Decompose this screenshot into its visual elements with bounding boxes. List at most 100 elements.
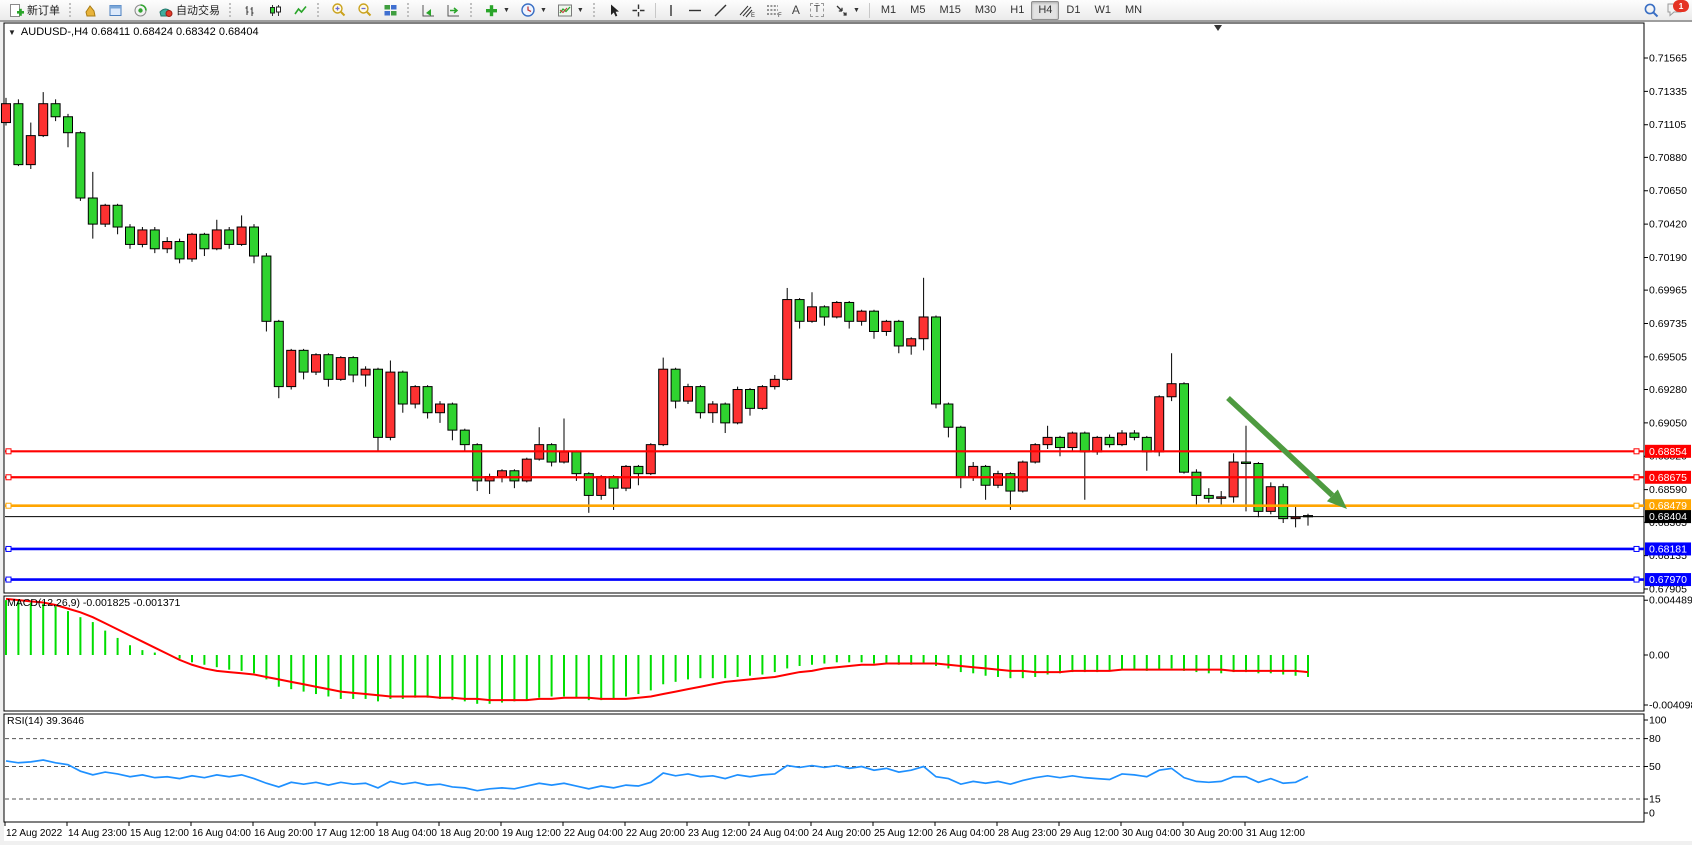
text-tool-button[interactable]: A (787, 0, 805, 20)
price-tick-label: 0.70880 (1649, 152, 1687, 164)
chart-shift-button[interactable] (441, 0, 466, 20)
time-axis[interactable]: 12 Aug 2022 14 Aug 23:00 15 Aug 12:00 16 Au… (4, 822, 1305, 839)
indicators-button[interactable]: ▼ (479, 0, 515, 20)
notification-badge: 1 (1673, 0, 1689, 12)
label-tool-button[interactable]: T (805, 0, 829, 20)
candle-down (745, 389, 755, 409)
arrows-tool-button[interactable]: ▼ (829, 0, 865, 20)
data-window-button[interactable] (103, 0, 128, 20)
candle-down (633, 465, 644, 475)
time-tick-label: 22 Aug 20:00 (626, 828, 685, 839)
candle-down (75, 132, 86, 199)
time-tick-label: 12 Aug 2022 (6, 828, 63, 839)
tf-m15-button[interactable]: M15 (939, 4, 961, 16)
tf-mn-button[interactable]: MN (1124, 4, 1143, 16)
line-anchor[interactable] (5, 576, 12, 583)
zoom-in-button[interactable] (326, 0, 352, 20)
tf-w1-button[interactable]: W1 (1094, 4, 1111, 16)
candle-down (1129, 432, 1140, 438)
search-icon[interactable] (1643, 2, 1660, 19)
candle-up (807, 306, 817, 322)
tf-d1-button[interactable]: D1 (1066, 4, 1081, 16)
new-order-button[interactable]: 新订单 (4, 0, 65, 20)
tf-m5-button[interactable]: M5 (910, 4, 926, 16)
line-anchor[interactable] (1633, 545, 1640, 552)
candle-up (360, 368, 371, 376)
time-tick-label: 16 Aug 20:00 (254, 828, 313, 839)
crosshair-tool-button[interactable] (626, 0, 651, 20)
candle-down (1104, 436, 1115, 446)
auto-scroll-button[interactable] (416, 0, 441, 20)
navigator-button[interactable] (128, 0, 153, 20)
price-level-badge-text: 0.68181 (1649, 543, 1687, 555)
candle-up (881, 320, 892, 332)
line-anchor[interactable] (5, 474, 12, 481)
line-anchor[interactable] (5, 545, 12, 552)
candle-down (397, 371, 408, 405)
candlestick-chart-button[interactable] (263, 0, 288, 20)
time-tick-label: 28 Aug 23:00 (998, 828, 1057, 839)
line-anchor[interactable] (1633, 474, 1640, 481)
arrows-icon (834, 3, 849, 18)
indicators-icon (484, 3, 499, 18)
time-tick-label: 24 Aug 04:00 (750, 828, 809, 839)
tile-windows-button[interactable] (378, 0, 403, 20)
templates-button[interactable]: ▼ (552, 0, 589, 20)
candle-up (1092, 436, 1103, 453)
market-watch-button[interactable] (78, 0, 103, 20)
line-anchor[interactable] (1633, 576, 1640, 583)
cursor-tool-button[interactable] (602, 0, 626, 20)
rsi-tick-label: 0 (1649, 808, 1655, 820)
svg-text:F: F (778, 13, 782, 18)
rsi-panel: 100 80 50 15 0 (5, 715, 1667, 820)
candle-down (249, 226, 259, 257)
tf-h1-button[interactable]: H1 (1010, 4, 1025, 16)
tf-m1-button[interactable]: M1 (880, 4, 897, 16)
time-tick-label: 19 Aug 12:00 (502, 828, 561, 839)
zoom-out-button[interactable] (352, 0, 378, 20)
autotrading-button[interactable]: 自动交易 (153, 0, 225, 20)
chart-shift-marker[interactable] (1214, 25, 1222, 31)
candle-up (162, 241, 173, 250)
trendline-tool-button[interactable] (708, 0, 733, 20)
toolbar-handle (470, 3, 475, 17)
price-tick-label: 0.70190 (1649, 252, 1687, 264)
line-chart-button[interactable] (288, 0, 313, 20)
candle-down (422, 386, 433, 414)
candle-up (782, 299, 793, 380)
periods-button[interactable]: ▼ (515, 0, 552, 20)
tf-h4-button[interactable]: H4 (1031, 0, 1060, 20)
vertical-line-tool-button[interactable] (660, 0, 682, 20)
candle-down (1253, 462, 1264, 512)
time-tick-label: 30 Aug 04:00 (1122, 828, 1181, 839)
text-tool-icon: A (791, 3, 800, 17)
line-anchor[interactable] (1633, 448, 1640, 455)
line-chart-icon (293, 3, 308, 18)
candle-up (1265, 486, 1276, 512)
templates-icon (557, 3, 573, 18)
candle-down (1191, 471, 1202, 496)
trend-arrow-head[interactable] (1326, 489, 1347, 509)
candle-up (906, 338, 917, 347)
chart-shift-icon (446, 3, 461, 18)
candle-up (757, 386, 768, 409)
chart-title-bar: ▼ AUDUSD-,H4 0.68411 0.68424 0.68342 0.6… (8, 26, 259, 38)
chat-button[interactable]: 1 (1666, 0, 1689, 19)
collapse-triangle-icon[interactable]: ▼ (8, 27, 16, 37)
line-anchor[interactable] (5, 448, 12, 455)
cursor-icon (607, 3, 621, 18)
horizontal-line-tool-button[interactable] (682, 0, 708, 20)
candle-up (435, 403, 445, 414)
bar-chart-button[interactable] (238, 0, 263, 20)
tf-m30-button[interactable]: M30 (974, 4, 997, 16)
trend-arrow-annotation[interactable] (1226, 395, 1335, 498)
time-tick-label: 17 Aug 12:00 (316, 828, 375, 839)
line-anchor[interactable] (1633, 502, 1640, 509)
equidistant-channel-tool-button[interactable]: E (733, 0, 760, 20)
price-tick-label: 0.69505 (1649, 351, 1687, 363)
chevron-down-icon: ▼ (852, 6, 860, 14)
line-anchor[interactable] (5, 502, 12, 509)
fibonacci-tool-button[interactable]: F (760, 0, 787, 20)
candle-down (819, 306, 830, 318)
